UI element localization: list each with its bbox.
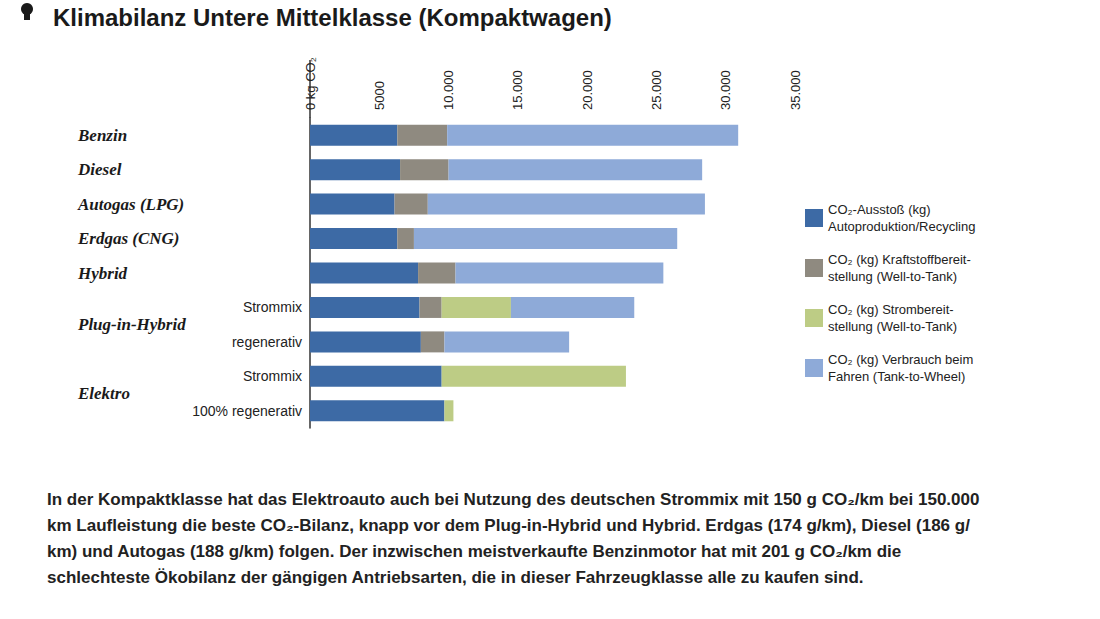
svg-text:CO₂ (kg) Verbrauch beim: CO₂ (kg) Verbrauch beim xyxy=(828,352,973,367)
svg-text:15.000: 15.000 xyxy=(510,70,525,110)
svg-text:20.000: 20.000 xyxy=(580,70,595,110)
svg-text:100% regenerativ: 100% regenerativ xyxy=(192,403,302,419)
svg-text:stellung (Well-to-Tank): stellung (Well-to-Tank) xyxy=(828,269,957,284)
svg-text:CO₂ (kg) Kraftstoffbereit-: CO₂ (kg) Kraftstoffbereit- xyxy=(828,252,971,267)
svg-text:In der Kompaktklasse hat das E: In der Kompaktklasse hat das Elektroauto… xyxy=(47,490,984,509)
svg-text:35.000: 35.000 xyxy=(788,70,803,110)
svg-text:Strommix: Strommix xyxy=(243,299,302,315)
svg-text:Fahren (Tank-to-Wheel): Fahren (Tank-to-Wheel) xyxy=(828,369,965,384)
svg-text:CO₂ (kg) Strombereit-: CO₂ (kg) Strombereit- xyxy=(828,302,954,317)
svg-text:30.000: 30.000 xyxy=(718,70,733,110)
svg-text:stellung (Well-to-Tank): stellung (Well-to-Tank) xyxy=(828,319,957,334)
svg-text:Autoproduktion/Recycling: Autoproduktion/Recycling xyxy=(828,219,975,234)
svg-text:Diesel: Diesel xyxy=(77,160,122,179)
svg-text:Klimabilanz Untere Mittelklass: Klimabilanz Untere Mittelklasse (Kompakt… xyxy=(53,4,612,31)
svg-text:5000: 5000 xyxy=(372,81,387,110)
svg-text:km Laufleistung die beste CO₂-: km Laufleistung die beste CO₂-Bilanz, kn… xyxy=(47,516,970,535)
svg-text:Elektro: Elektro xyxy=(77,384,130,403)
svg-text:km) und Autogas (188 g/km) fol: km) und Autogas (188 g/km) folgen. Der i… xyxy=(47,542,906,561)
svg-text:Benzin: Benzin xyxy=(77,126,127,145)
svg-text:10.000: 10.000 xyxy=(441,70,456,110)
svg-text:25.000: 25.000 xyxy=(649,70,664,110)
svg-text:CO₂-Ausstoß (kg): CO₂-Ausstoß (kg) xyxy=(828,202,931,217)
svg-text:regenerativ: regenerativ xyxy=(232,334,302,350)
svg-text:schlechteste Ökobilanz der gän: schlechteste Ökobilanz der gängigen Antr… xyxy=(47,568,864,587)
svg-text:Erdgas (CNG): Erdgas (CNG) xyxy=(77,229,180,248)
svg-text:Plug-in-Hybrid: Plug-in-Hybrid xyxy=(77,315,186,334)
svg-text:0 kg CO₂: 0 kg CO₂ xyxy=(303,57,318,110)
svg-text:Autogas (LPG): Autogas (LPG) xyxy=(77,195,184,214)
svg-text:Strommix: Strommix xyxy=(243,368,302,384)
svg-text:Hybrid: Hybrid xyxy=(77,264,128,283)
